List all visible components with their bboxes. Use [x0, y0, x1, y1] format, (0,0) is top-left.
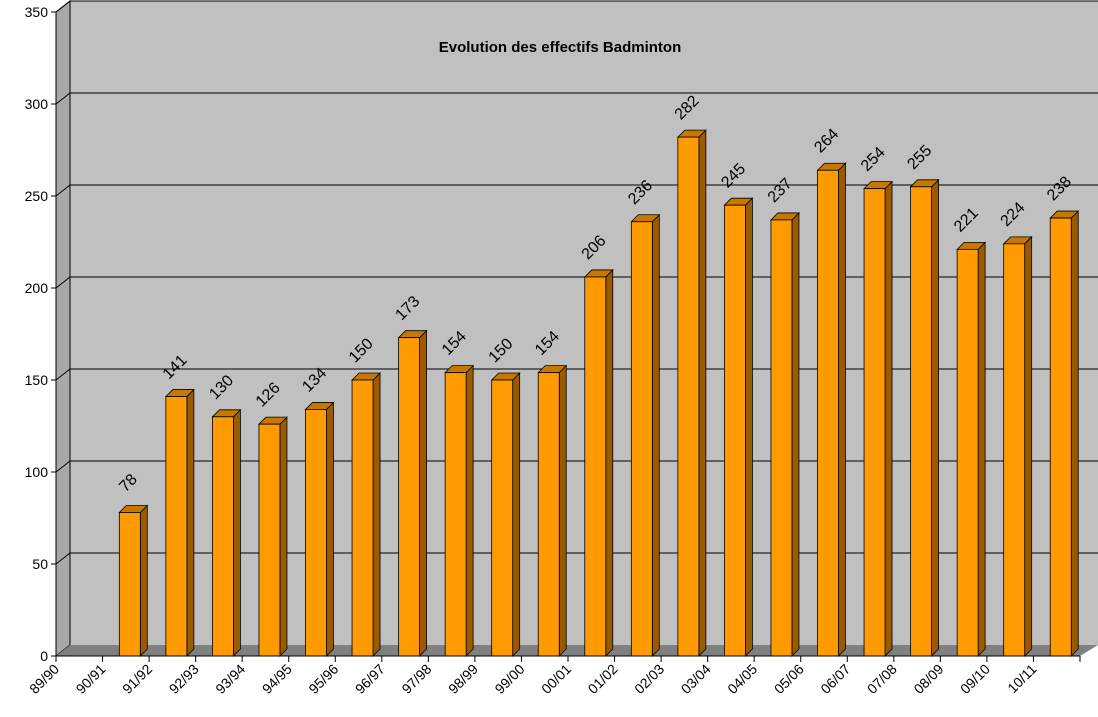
- bar: [630, 221, 653, 657]
- gridline-depth: [55, 184, 71, 197]
- bar-side: [1024, 235, 1033, 657]
- x-tick-label: 10/11: [1004, 661, 1040, 697]
- x-tick-label: 00/01: [538, 661, 574, 697]
- plot-side-wall: [55, 0, 71, 658]
- bar: [956, 248, 979, 657]
- gridline-depth: [55, 276, 71, 289]
- bar-side: [512, 372, 521, 657]
- bar: [770, 219, 793, 657]
- bar-side: [558, 364, 567, 657]
- bar: [491, 379, 514, 657]
- y-tick-label: 250: [25, 188, 49, 204]
- x-tick-label: 03/04: [678, 661, 714, 697]
- bar: [212, 416, 234, 657]
- x-tick-label: 99/00: [491, 661, 527, 697]
- gridline-depth: [55, 552, 71, 565]
- x-tick-label: 96/97: [352, 661, 388, 697]
- bar: [677, 136, 700, 657]
- x-tick-label: 98/99: [445, 661, 481, 697]
- gridline-depth: [55, 460, 71, 473]
- x-tick-label: 02/03: [631, 661, 667, 697]
- x-tick-label: 97/98: [398, 661, 434, 697]
- bar: [305, 409, 327, 657]
- bar-side: [465, 364, 474, 657]
- bar: [351, 379, 374, 657]
- bar-side: [977, 241, 986, 657]
- x-tick-label: 07/08: [864, 661, 900, 697]
- x-tick-label: 06/07: [817, 661, 853, 697]
- x-tick-label: 05/06: [771, 661, 807, 697]
- x-tick-label: 89/90: [26, 661, 62, 697]
- gridline-depth: [55, 92, 71, 105]
- x-tick-label: 95/96: [305, 661, 341, 697]
- bar: [863, 188, 886, 657]
- bar: [1003, 243, 1026, 657]
- y-tick-label: 300: [25, 96, 49, 112]
- bar: [444, 372, 467, 657]
- bar-side: [838, 162, 846, 657]
- bar-side: [651, 213, 660, 657]
- bar-side: [279, 416, 288, 657]
- bar-side: [419, 329, 427, 657]
- x-tick-label: 90/91: [73, 661, 109, 697]
- y-tick-label: 150: [25, 372, 49, 388]
- y-tick-label: 0: [40, 648, 48, 664]
- y-tick-label: 200: [25, 280, 49, 296]
- x-tick-label: 08/09: [910, 661, 946, 697]
- bar-side: [745, 197, 753, 657]
- y-tick-label: 350: [25, 4, 49, 20]
- y-tick-label: 50: [32, 556, 48, 572]
- bar: [118, 512, 141, 657]
- bar-side: [605, 268, 614, 657]
- bar: [398, 337, 420, 657]
- x-axis: 89/90 90/91 91/92 92/93 93/94 94/95 95/96 96/97…: [26, 655, 1081, 697]
- y-axis: 0 50 100 150 200 250 300 350: [25, 4, 57, 664]
- x-tick-label: 91/92: [119, 661, 155, 697]
- x-tick-label: 93/94: [212, 661, 248, 697]
- gridline-depth: [55, 0, 71, 13]
- chart-title: Evolution des effectifs Badminton: [439, 39, 682, 56]
- gridline-depth: [55, 368, 71, 381]
- x-tick-label: 92/93: [166, 661, 202, 697]
- bar-side: [372, 372, 381, 657]
- bar: [165, 396, 188, 657]
- bar-side: [931, 178, 939, 657]
- bar: [584, 276, 607, 657]
- x-tick-label: 09/10: [957, 661, 993, 697]
- bar: [910, 186, 932, 657]
- x-tick-label: 01/02: [585, 661, 621, 697]
- bar-side: [791, 211, 800, 657]
- bar: [1049, 217, 1072, 657]
- bar-side: [326, 401, 334, 657]
- x-tick-label: 04/05: [724, 661, 760, 697]
- bar-side: [1070, 210, 1079, 657]
- bar: [817, 169, 839, 657]
- bar-side: [233, 408, 241, 657]
- x-tick-label: 94/95: [259, 661, 295, 697]
- bar-side: [139, 504, 148, 657]
- y-tick-label: 100: [25, 464, 49, 480]
- bar: [258, 423, 281, 657]
- bar: [537, 372, 560, 657]
- bar: [724, 204, 746, 657]
- bar-side: [884, 180, 893, 657]
- bar-side: [698, 129, 707, 657]
- bar-side: [186, 388, 195, 657]
